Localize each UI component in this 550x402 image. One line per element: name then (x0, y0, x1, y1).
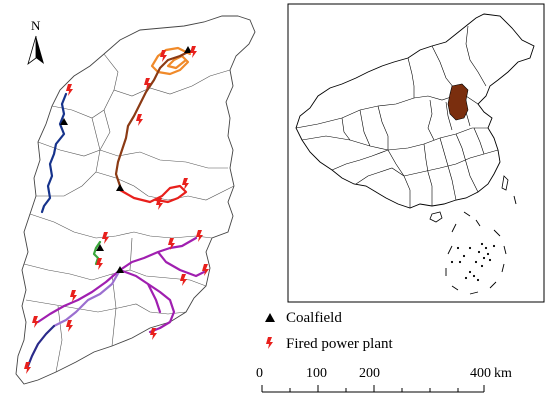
china-inset (287, 3, 545, 303)
route-brown (114, 50, 190, 188)
scale-tick-400: 400 (470, 366, 491, 381)
scale-tick-0: 0 (256, 366, 263, 381)
legend: Coalfield Fired power plant (265, 310, 393, 352)
route-violet (52, 268, 122, 328)
route-red (118, 184, 188, 204)
scale-tick-200: 200 (359, 366, 380, 381)
route-purple (36, 236, 206, 334)
china-outline (295, 13, 535, 209)
transport-routes (26, 46, 206, 368)
route-navy (40, 92, 68, 214)
coalfield-icon (116, 184, 124, 191)
island-dots (450, 242, 496, 282)
china-provinces (295, 25, 499, 208)
shanxi-map: N (15, 15, 256, 385)
scale-bar: 0 100 200 400 km (256, 366, 512, 393)
scale-unit: km (494, 366, 512, 381)
hainan-island (429, 211, 443, 223)
legend-plant-label: Fired power plant (286, 336, 393, 352)
coalfield-icon (116, 266, 124, 273)
province-outline (15, 15, 256, 385)
coalfields (60, 46, 192, 273)
coalfield-legend-icon (265, 313, 275, 322)
plant-legend-icon (266, 337, 273, 349)
coalfield-icon (184, 46, 192, 53)
route-darkblue (26, 324, 56, 368)
legend-coalfield-label: Coalfield (286, 310, 342, 326)
coalfield-icon (96, 244, 104, 251)
coalfield-icon (60, 118, 68, 125)
south-china-sea-boundary (445, 195, 517, 295)
north-arrow-icon: N (27, 18, 44, 66)
scale-tick-100: 100 (306, 366, 327, 381)
taiwan-island (501, 175, 509, 191)
highlighted-shanxi (447, 83, 469, 121)
north-label: N (31, 18, 41, 33)
route-green (92, 240, 102, 266)
